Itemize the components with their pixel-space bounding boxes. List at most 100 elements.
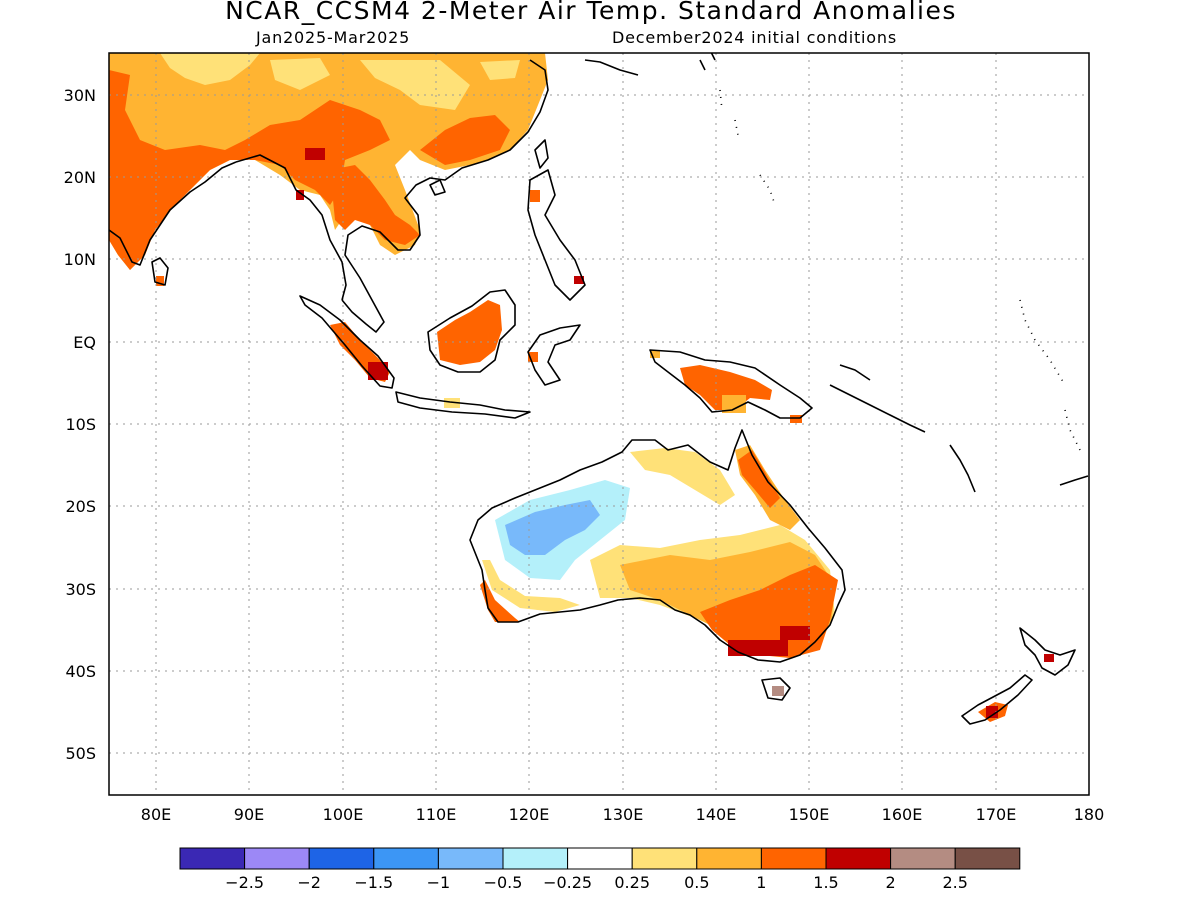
australia-southeast-red [728, 640, 788, 656]
colorbar-swatch [502, 847, 569, 870]
lon-label: 150E [789, 805, 830, 824]
colorbar-label: −0.5 [484, 873, 523, 892]
sulawesi-orange [528, 352, 538, 362]
coast-nz-north [1019, 627, 1076, 676]
colorbar-label: −1.5 [354, 873, 393, 892]
coast-bay-bengal [235, 154, 347, 301]
lon-label: 170E [976, 805, 1017, 824]
coast-sulawesi [527, 324, 581, 386]
lat-label: 40S [65, 662, 96, 681]
coast-taiwan [534, 139, 549, 169]
srilanka-orange [156, 276, 164, 286]
anomaly-shading [109, 53, 1054, 722]
new-guinea-small [650, 350, 660, 358]
colorbar-label: −2 [297, 873, 321, 892]
australia-west-yellow [482, 560, 580, 612]
plot-area [109, 53, 1089, 795]
lat-label: 10S [65, 415, 96, 434]
coast-india [109, 161, 237, 266]
colorbar-label: −1 [427, 873, 451, 892]
coast-dots [719, 89, 1081, 451]
lon-label: 130E [603, 805, 644, 824]
indochina-orange [330, 165, 420, 245]
coast-tasmania [761, 677, 791, 701]
lat-label: EQ [73, 333, 96, 352]
colorbar-label: 0.25 [614, 873, 650, 892]
colorbar-swatch [631, 847, 698, 870]
colorbar-swatch [179, 847, 246, 870]
colorbar-swatch [373, 847, 439, 870]
philippines-orange [530, 190, 540, 202]
lat-label: 10N [64, 250, 96, 269]
colorbar-label: 1.5 [813, 873, 838, 892]
grid-lines [109, 53, 1089, 795]
colorbar-swatch [244, 847, 310, 870]
colorbar-swatch [437, 847, 504, 870]
borneo-orange [437, 300, 502, 365]
colorbar-swatch [825, 847, 892, 870]
coastlines [109, 53, 1089, 725]
asia-warm-yellow [160, 53, 520, 110]
coast-java [395, 391, 531, 419]
china-east-orange [420, 115, 510, 165]
lon-label: 160E [882, 805, 923, 824]
colorbar-swatch [890, 847, 956, 870]
sumatra-dark-red [368, 362, 388, 380]
lat-label: 30N [64, 86, 96, 105]
coast-philippines [527, 169, 586, 301]
coast-new-guinea [649, 349, 813, 419]
bangladesh-dark-red [296, 190, 304, 200]
myanmar-dark-red [305, 148, 325, 160]
new-guinea-orange [680, 365, 772, 410]
lon-label: 110E [416, 805, 457, 824]
coast-borneo [427, 289, 516, 373]
colorbar-label: −0.25 [543, 873, 592, 892]
lon-label: 140E [696, 805, 737, 824]
longitude-axis: 80E 90E 100E 110E 120E 130E 140E 150E 16… [141, 805, 1105, 824]
colorbar: −2.5 −2 −1.5 −1 −0.5 −0.25 0.25 0.5 1 1.5 2 2.5 [179, 847, 1021, 892]
map-title: NCAR_CCSM4 2-Meter Air Temp. Standard An… [225, 0, 957, 25]
lat-label: 20N [64, 168, 96, 187]
new-guinea-yellow [722, 395, 746, 413]
colorbar-label: 0.5 [684, 873, 709, 892]
coast-srilanka [151, 257, 169, 286]
lon-label: 100E [323, 805, 364, 824]
colorbar-swatch [567, 847, 633, 870]
initial-conditions: December2024 initial conditions [612, 28, 897, 47]
nz-south-red [986, 706, 998, 718]
colorbar-swatch [954, 847, 1021, 870]
colorbar-label: 1 [756, 873, 766, 892]
coast-hainan [429, 179, 446, 196]
plot-frame [108, 52, 1090, 796]
lat-label: 50S [65, 744, 96, 763]
colorbar-swatch [760, 847, 827, 870]
png-east-orange [790, 415, 802, 423]
coast-sumatra [299, 295, 395, 389]
colorbar-label: 2 [886, 873, 896, 892]
australia-east-orange [738, 450, 780, 508]
australia-north-yellow [630, 448, 735, 505]
lon-label: 180 [1074, 805, 1105, 824]
asia-warm-orange [109, 70, 390, 270]
lon-label: 80E [141, 805, 171, 824]
coast-malay [341, 59, 549, 333]
lat-label: 30S [65, 580, 96, 599]
nz-north-red [1044, 654, 1054, 662]
philippines-red [574, 276, 584, 284]
colorbar-label: −2.5 [225, 873, 264, 892]
lat-label: 20S [65, 497, 96, 516]
colorbar-label: 2.5 [942, 873, 967, 892]
lon-label: 120E [509, 805, 550, 824]
colorbar-swatch [308, 847, 375, 870]
lon-label: 90E [234, 805, 264, 824]
forecast-period: Jan2025-Mar2025 [256, 28, 411, 47]
coast-nz-south [961, 674, 1033, 725]
colorbar-swatch [696, 847, 762, 870]
coast-pacific-islands [584, 53, 1089, 493]
australia-cool-mid-blue [505, 500, 600, 555]
latitude-axis: 30N 20N 10N EQ 10S 20S 30S 40S 50S [64, 86, 96, 763]
coast-australia [469, 429, 846, 663]
australia-east-red [780, 626, 810, 640]
tasmania-brown [772, 686, 784, 696]
